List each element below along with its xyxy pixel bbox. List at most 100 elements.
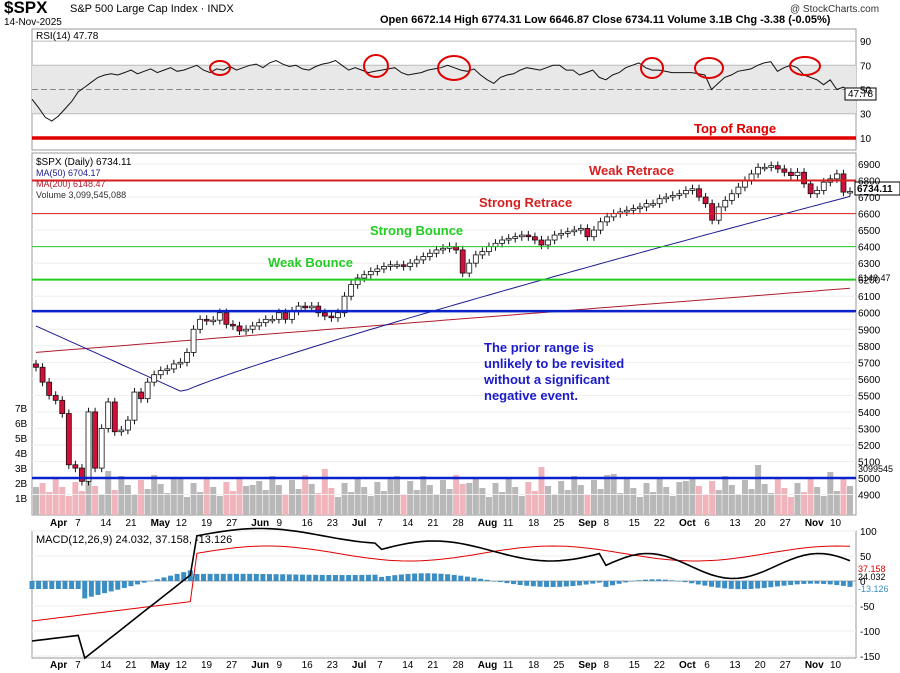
candle-body bbox=[630, 208, 637, 211]
volume-bar bbox=[676, 482, 683, 515]
candle-body bbox=[623, 209, 630, 213]
volume-bar bbox=[269, 476, 276, 515]
macd-histogram-bar bbox=[695, 581, 701, 585]
volume-bar bbox=[669, 496, 676, 515]
macd-histogram-bar bbox=[728, 581, 734, 589]
price-tick-label: 6000 bbox=[858, 309, 881, 320]
price-tick-label: 6500 bbox=[858, 226, 881, 237]
x-axis-label: 22 bbox=[654, 518, 666, 529]
volume-tick-label: 4B bbox=[15, 449, 28, 460]
macd-histogram-bar bbox=[814, 581, 820, 584]
candle-body bbox=[440, 247, 446, 251]
candle-body bbox=[361, 274, 368, 279]
candle-body bbox=[407, 262, 414, 267]
candle-body bbox=[479, 251, 486, 256]
volume-bar bbox=[636, 497, 643, 515]
macd-histogram-bar bbox=[735, 581, 741, 590]
x-axis-label: 6 bbox=[704, 518, 710, 529]
volume-bar bbox=[426, 485, 433, 515]
volume-bar bbox=[407, 481, 414, 515]
price-tick-label: 6700 bbox=[858, 193, 881, 204]
macd-histogram-bar bbox=[260, 573, 266, 581]
macd-histogram-bar bbox=[319, 574, 325, 581]
candle-body bbox=[840, 173, 847, 193]
x-axis-label-bottom: Jul bbox=[352, 660, 367, 671]
volume-bar bbox=[78, 491, 85, 515]
rsi-highlight-circle bbox=[209, 60, 231, 76]
macd-histogram-bar bbox=[135, 581, 141, 585]
candle-body bbox=[722, 199, 729, 208]
candle-body bbox=[532, 236, 538, 241]
volume-bar bbox=[170, 479, 177, 515]
volume-tick-label: 6B bbox=[15, 419, 28, 430]
macd-histogram-bar bbox=[544, 581, 550, 587]
candle-body bbox=[669, 194, 676, 198]
candle-body bbox=[131, 391, 138, 421]
volume-bar bbox=[420, 476, 427, 515]
rsi-tick-label: 90 bbox=[860, 37, 872, 48]
volume-bar bbox=[315, 493, 322, 515]
macd-histogram-bar bbox=[49, 581, 55, 589]
volume-bar bbox=[183, 497, 190, 515]
candle-body bbox=[111, 401, 118, 433]
x-axis-label-bottom: 27 bbox=[226, 660, 238, 671]
macd-histogram-bar bbox=[768, 581, 774, 588]
candle-body bbox=[236, 325, 243, 332]
macd-histogram-bar bbox=[458, 575, 464, 581]
volume-bar bbox=[531, 491, 538, 515]
volume-bar bbox=[479, 488, 486, 515]
macd-histogram-bar bbox=[445, 574, 451, 581]
candle-body bbox=[413, 259, 420, 264]
x-axis-label-bottom: 6 bbox=[704, 660, 710, 671]
x-axis-label-bottom: 8 bbox=[604, 660, 610, 671]
candle-body bbox=[761, 166, 768, 170]
macd-histogram-bar bbox=[280, 574, 286, 581]
volume-bar bbox=[755, 465, 762, 515]
x-axis-label: 9 bbox=[276, 518, 282, 529]
volume-bar bbox=[643, 483, 650, 515]
candle-body bbox=[558, 233, 565, 236]
macd-histogram-bar bbox=[174, 573, 180, 581]
volume-bar bbox=[321, 469, 328, 515]
candle-body bbox=[197, 318, 204, 330]
volume-bar bbox=[400, 495, 407, 515]
volume-bar bbox=[663, 487, 670, 515]
macd-histogram-bar bbox=[273, 574, 279, 581]
candle-body bbox=[847, 191, 853, 194]
macd-histogram-bar bbox=[557, 581, 563, 587]
volume-bar bbox=[833, 491, 840, 515]
candle-body bbox=[676, 193, 683, 196]
candle-body bbox=[85, 411, 92, 482]
volume-bar bbox=[630, 488, 637, 515]
macd-histogram-bar bbox=[234, 573, 239, 581]
candle-body bbox=[682, 190, 689, 195]
macd-signal-last: 37.158 bbox=[858, 564, 886, 574]
macd-histogram-bar bbox=[577, 581, 583, 586]
volume-bar bbox=[741, 480, 748, 515]
last-price: 6734.11 bbox=[857, 184, 893, 195]
candle-body bbox=[551, 234, 558, 241]
candle-body bbox=[144, 381, 151, 400]
volume-bar bbox=[380, 491, 387, 515]
volume-bar bbox=[262, 490, 269, 515]
candle-body bbox=[125, 419, 131, 431]
macd-histogram-bar bbox=[741, 581, 747, 590]
macd-histogram-bar bbox=[794, 581, 800, 585]
x-axis-label: 21 bbox=[427, 518, 439, 529]
macd-histogram-bar bbox=[807, 581, 813, 584]
candle-body bbox=[433, 249, 440, 254]
volume-bar bbox=[243, 486, 250, 515]
macd-histogram-bar bbox=[293, 574, 299, 581]
x-axis-label: 7 bbox=[377, 518, 383, 529]
macd-histogram-bar bbox=[504, 581, 510, 584]
last-price-box bbox=[854, 181, 900, 196]
candle-body bbox=[249, 325, 256, 330]
x-axis-label-bottom: 14 bbox=[402, 660, 414, 671]
macd-histogram-bar bbox=[82, 581, 88, 599]
candle-body bbox=[387, 264, 394, 267]
macd-histogram-bar bbox=[385, 575, 391, 581]
annotation-text: unlikely to be revisited bbox=[484, 356, 624, 371]
macd-hist-last: -13.126 bbox=[858, 584, 889, 594]
macd-histogram-bar bbox=[761, 581, 767, 588]
volume-bar bbox=[354, 478, 361, 515]
